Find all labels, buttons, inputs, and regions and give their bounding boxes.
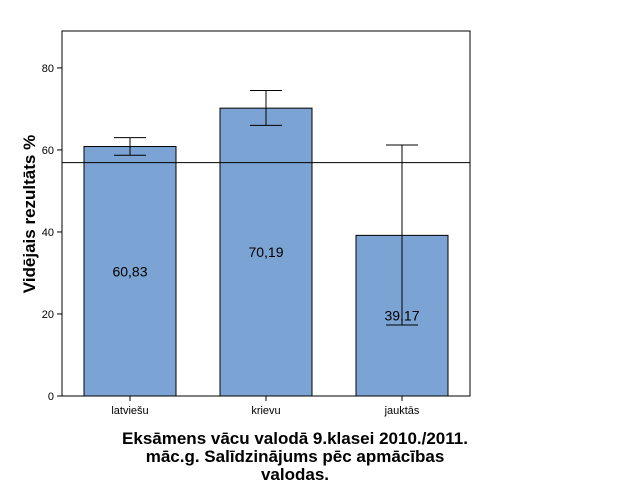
data-label: 39,17	[384, 308, 419, 324]
y-tick-label: 40	[42, 227, 54, 239]
chart-title-line-2: māc.g. Salīdzinājums pēc apmācības	[145, 447, 445, 466]
x-tick-label: krievu	[251, 405, 280, 417]
chart-title-line-1: Eksāmens vācu valodā 9.klasei 2010./2011…	[122, 429, 468, 448]
y-tick-label: 60	[42, 145, 54, 157]
data-label: 60,83	[112, 263, 147, 279]
data-label: 70,19	[248, 244, 283, 260]
y-tick-label: 20	[42, 309, 54, 321]
x-tick-label: latviešu	[111, 405, 148, 417]
y-tick-label: 0	[48, 391, 54, 403]
y-tick-label: 80	[42, 63, 54, 75]
chart-title-line-3: valodas.	[260, 465, 330, 484]
bar	[219, 107, 313, 397]
x-tick-label: jauktās	[384, 405, 420, 417]
y-axis-label: Vidējais rezultāts %	[20, 134, 39, 294]
chart-title: Eksāmens vācu valodā 9.klasei 2010./2011…	[40, 430, 550, 484]
